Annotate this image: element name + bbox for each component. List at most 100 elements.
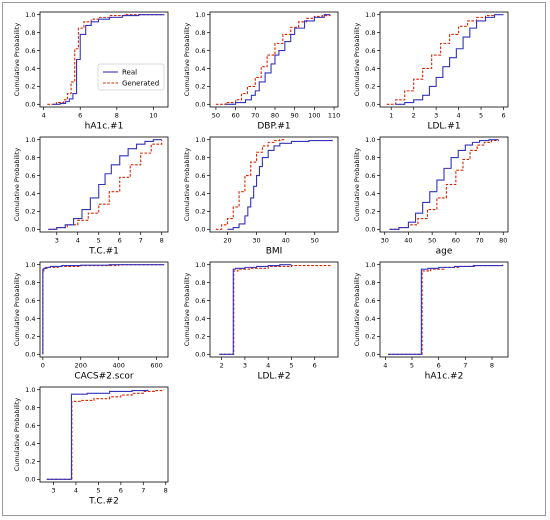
plot-area <box>209 136 339 233</box>
y-tick-label: 1.0 <box>195 261 205 269</box>
y-tick-label: 0.4 <box>25 190 35 198</box>
y-axis-label: Cumulative Probability <box>13 148 21 222</box>
y-tick-label: 0.0 <box>25 101 35 109</box>
y-tick-label: 0.2 <box>365 208 375 216</box>
y-tick-label: 0.4 <box>25 440 35 448</box>
x-tick-label: 6 <box>437 362 441 370</box>
x-tick-label: 8 <box>164 487 168 495</box>
x-tick-label: 200 <box>75 362 87 370</box>
y-tick-label: 1.0 <box>365 136 375 144</box>
x-tick-label: 3 <box>243 362 247 370</box>
chart-7: 0.0 0.2 0.4 0.6 0.8 1.0 0 200 400 600 CACS#2.scor C… <box>13 261 169 382</box>
series-real-line <box>227 139 333 230</box>
x-tick-label: 20 <box>223 237 231 245</box>
y-axis-label: Cumulative Probability <box>183 148 191 222</box>
y-tick-label: 0.4 <box>195 315 205 323</box>
series-generated-line <box>46 389 165 480</box>
y-tick-label: 0.8 <box>25 279 35 287</box>
series-real-line <box>52 14 165 105</box>
x-axis-label: hA1c.#2 <box>425 372 464 382</box>
series-generated-line <box>389 139 500 230</box>
y-tick-label: 0.0 <box>365 101 375 109</box>
x-tick-label: 80 <box>271 112 279 120</box>
y-tick-label: 0.4 <box>365 315 375 323</box>
x-tick-label: 1 <box>389 112 393 120</box>
y-axis-label: Cumulative Probability <box>183 23 191 97</box>
chart-5: 0.0 0.2 0.4 0.6 0.8 1.0 20 30 40 50 BMI Cumulative … <box>183 136 339 257</box>
x-tick-label: 7 <box>463 362 467 370</box>
y-tick-label: 1.0 <box>25 11 35 19</box>
y-tick-label: 0.0 <box>365 351 375 359</box>
legend-box <box>97 63 165 91</box>
x-tick-label: 2 <box>412 112 416 120</box>
x-tick-label: 70 <box>251 112 259 120</box>
y-tick-label: 0.2 <box>365 333 375 341</box>
x-tick-label: 4 <box>76 237 80 245</box>
x-tick-label: 40 <box>281 237 289 245</box>
chart-9: 0.0 0.2 0.4 0.6 0.8 1.0 4 5 6 7 8 hA1c.#2 Cumulative… <box>353 261 509 382</box>
y-tick-label: 0.0 <box>195 101 205 109</box>
y-tick-label: 0.4 <box>25 65 35 73</box>
y-tick-label: 0.0 <box>25 226 35 234</box>
series-generated-line <box>47 14 165 105</box>
series-real-line <box>225 14 331 105</box>
x-tick-label: 5 <box>410 362 414 370</box>
x-tick-label: 7 <box>139 237 143 245</box>
series-generated-line <box>386 14 496 105</box>
y-tick-label: 0.6 <box>365 47 375 55</box>
y-tick-label: 0.2 <box>25 208 35 216</box>
x-tick-label: 50 <box>212 112 220 120</box>
x-tick-label: 7 <box>141 487 145 495</box>
series-generated-line <box>219 264 332 355</box>
series-real-line <box>389 139 499 230</box>
x-tick-label: 30 <box>381 237 389 245</box>
y-tick-label: 1.0 <box>25 386 35 394</box>
y-tick-label: 0.6 <box>25 422 35 430</box>
x-tick-label: 4 <box>266 362 270 370</box>
y-tick-label: 0.4 <box>365 190 375 198</box>
x-tick-label: 4 <box>383 362 387 370</box>
x-axis-label: LDL.#2 <box>257 372 290 382</box>
chart-8: 0.0 0.2 0.4 0.6 0.8 1.0 2 3 4 5 6 LDL.#2 Cumulative … <box>183 261 339 382</box>
x-tick-label: 8 <box>115 112 119 120</box>
y-tick-label: 0.2 <box>195 208 205 216</box>
x-axis-label: LDL.#1 <box>427 122 460 132</box>
x-tick-label: 0 <box>41 362 45 370</box>
series-real-line <box>46 389 149 480</box>
x-tick-label: 60 <box>452 237 460 245</box>
y-tick-label: 0.8 <box>25 404 35 412</box>
x-tick-label: 40 <box>404 237 412 245</box>
y-tick-label: 0.6 <box>25 47 35 55</box>
y-tick-label: 0.0 <box>195 351 205 359</box>
y-tick-label: 0.4 <box>365 65 375 73</box>
x-axis-label: age <box>436 247 453 257</box>
plot-area <box>209 261 339 358</box>
plot-area <box>39 136 169 233</box>
y-tick-label: 0.2 <box>25 83 35 91</box>
plot-area <box>39 11 169 108</box>
y-tick-label: 0.8 <box>195 154 205 162</box>
x-tick-label: 6 <box>313 362 317 370</box>
y-tick-label: 0.4 <box>195 65 205 73</box>
x-axis-label: hA1c.#1 <box>85 122 124 132</box>
x-tick-label: 50 <box>311 237 319 245</box>
y-tick-label: 0.8 <box>25 29 35 37</box>
y-tick-label: 1.0 <box>195 136 205 144</box>
x-tick-label: 5 <box>479 112 483 120</box>
y-axis-label: Cumulative Probability <box>353 23 361 97</box>
legend-generated-label: Generated <box>122 80 159 88</box>
plot-area <box>379 136 509 233</box>
series-real-line <box>395 14 504 105</box>
x-tick-label: 400 <box>112 362 124 370</box>
x-tick-label: 2 <box>220 362 224 370</box>
x-tick-label: 5 <box>97 237 101 245</box>
x-tick-label: 100 <box>308 112 320 120</box>
x-tick-label: 50 <box>428 237 436 245</box>
y-tick-label: 0.8 <box>25 154 35 162</box>
y-tick-label: 0.2 <box>195 83 205 91</box>
x-tick-label: 3 <box>51 487 55 495</box>
x-tick-label: 600 <box>150 362 162 370</box>
x-tick-label: 60 <box>231 112 239 120</box>
y-axis-label: Cumulative Probability <box>13 23 21 97</box>
y-tick-label: 0.6 <box>25 172 35 180</box>
